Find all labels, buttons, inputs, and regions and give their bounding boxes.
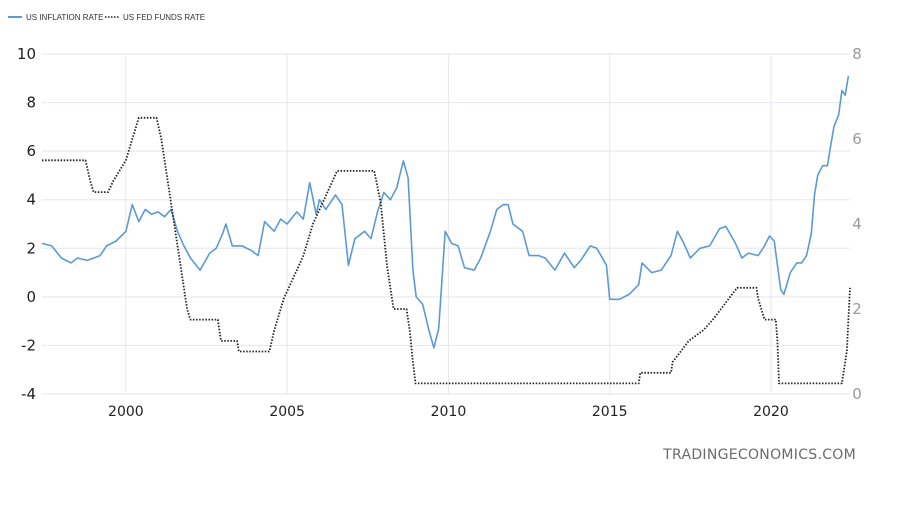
y-tick-label-right: 2	[852, 300, 862, 318]
y-tick-label-left: -4	[21, 385, 36, 403]
y-tick-label-left: 0	[26, 288, 36, 306]
x-axis: 2000 2005 2010 2015 2020	[108, 404, 789, 420]
legend-fed-funds-label: US FED FUNDS RATE	[123, 13, 205, 22]
y-tick-label-right: 0	[852, 385, 862, 403]
legend[interactable]: US INFLATION RATE US FED FUNDS RATE	[8, 13, 205, 22]
y-tick-label-left: 4	[26, 191, 36, 209]
y-tick-label-left: -2	[21, 336, 36, 354]
y-tick-label-left: 10	[17, 45, 36, 63]
x-tick-label: 2005	[269, 404, 305, 420]
y-axis-left: 10 8 6 4 2 0 -2 -4	[17, 45, 36, 403]
y-tick-label-left: 6	[26, 142, 36, 160]
series-line-fed-funds	[42, 116, 851, 385]
gridlines	[42, 53, 850, 395]
y-axis-right: 8 6 4 2 0	[852, 45, 862, 403]
x-tick-label: 2020	[753, 404, 789, 420]
x-tick-label: 2015	[592, 404, 628, 420]
series-line-inflation	[41, 75, 850, 349]
y-tick-label-right: 6	[852, 130, 862, 148]
x-tick-label: 2010	[431, 404, 467, 420]
y-tick-label-right: 4	[852, 215, 862, 233]
watermark: TRADINGECONOMICS.COM	[662, 447, 856, 463]
legend-inflation-label: US INFLATION RATE	[26, 13, 104, 22]
x-tick-label: 2000	[108, 404, 144, 420]
plot-area	[41, 75, 851, 385]
y-tick-label-left: 2	[26, 239, 36, 257]
y-tick-label-right: 8	[852, 45, 862, 63]
y-tick-label-left: 8	[26, 94, 36, 112]
